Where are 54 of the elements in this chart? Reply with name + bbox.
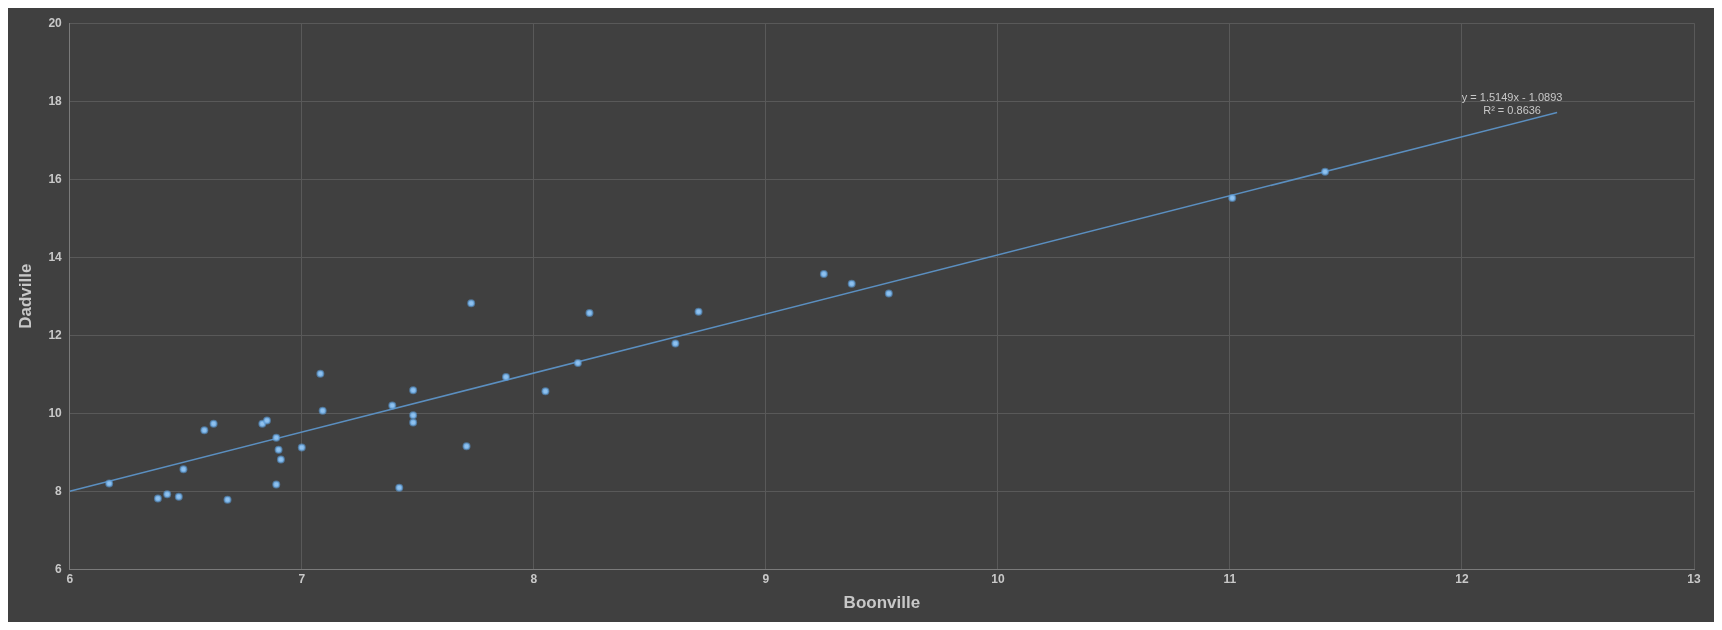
point — [694, 307, 703, 316]
point — [395, 483, 404, 492]
annotation: y = 1.5149x - 1.0893 — [1461, 91, 1563, 104]
point — [316, 369, 325, 378]
point — [884, 289, 893, 298]
point — [262, 416, 271, 425]
y-tick-label: 20 — [48, 15, 63, 30]
x-tick-label: 11 — [1223, 571, 1237, 586]
y-axis-title: Dadville — [15, 263, 35, 329]
y-tick-label: 10 — [48, 405, 63, 420]
x-tick-label: 9 — [762, 571, 770, 586]
point — [409, 411, 418, 420]
point — [585, 308, 594, 317]
point — [541, 387, 550, 396]
point — [501, 372, 510, 381]
point — [223, 495, 232, 504]
point — [1321, 167, 1330, 176]
point — [388, 401, 397, 410]
x-tick-label: 7 — [298, 571, 306, 586]
point — [153, 494, 162, 503]
point — [174, 492, 183, 501]
point — [179, 465, 188, 474]
y-tick-label: 18 — [48, 93, 63, 108]
point — [105, 479, 114, 488]
x-tick-label: 6 — [66, 571, 74, 586]
point — [318, 406, 327, 415]
point — [200, 426, 209, 435]
point — [272, 433, 281, 442]
annotation: R² = 0.8636 — [1483, 104, 1541, 117]
point — [409, 386, 418, 395]
y-tick-label: 16 — [48, 171, 63, 186]
point — [163, 490, 172, 499]
x-tick-label: 12 — [1455, 571, 1469, 586]
point — [209, 419, 218, 428]
point — [847, 279, 856, 288]
point — [462, 442, 471, 451]
y-tick-label: 12 — [48, 327, 63, 342]
point — [274, 445, 283, 454]
x-axis-title: Boonville — [843, 593, 921, 613]
y-tick-label: 8 — [55, 483, 63, 498]
point — [819, 269, 828, 278]
y-tick-label: 14 — [48, 249, 63, 264]
x-tick-label: 8 — [530, 571, 538, 586]
point — [409, 418, 418, 427]
point — [1228, 193, 1237, 202]
point — [276, 455, 285, 464]
x-tick-label: 13 — [1687, 571, 1701, 586]
point — [297, 443, 306, 452]
point — [272, 480, 281, 489]
x-tick-label: 10 — [991, 571, 1005, 586]
y-tick-label: 6 — [55, 561, 63, 576]
point — [671, 339, 680, 348]
point — [573, 358, 582, 367]
point — [467, 299, 476, 308]
